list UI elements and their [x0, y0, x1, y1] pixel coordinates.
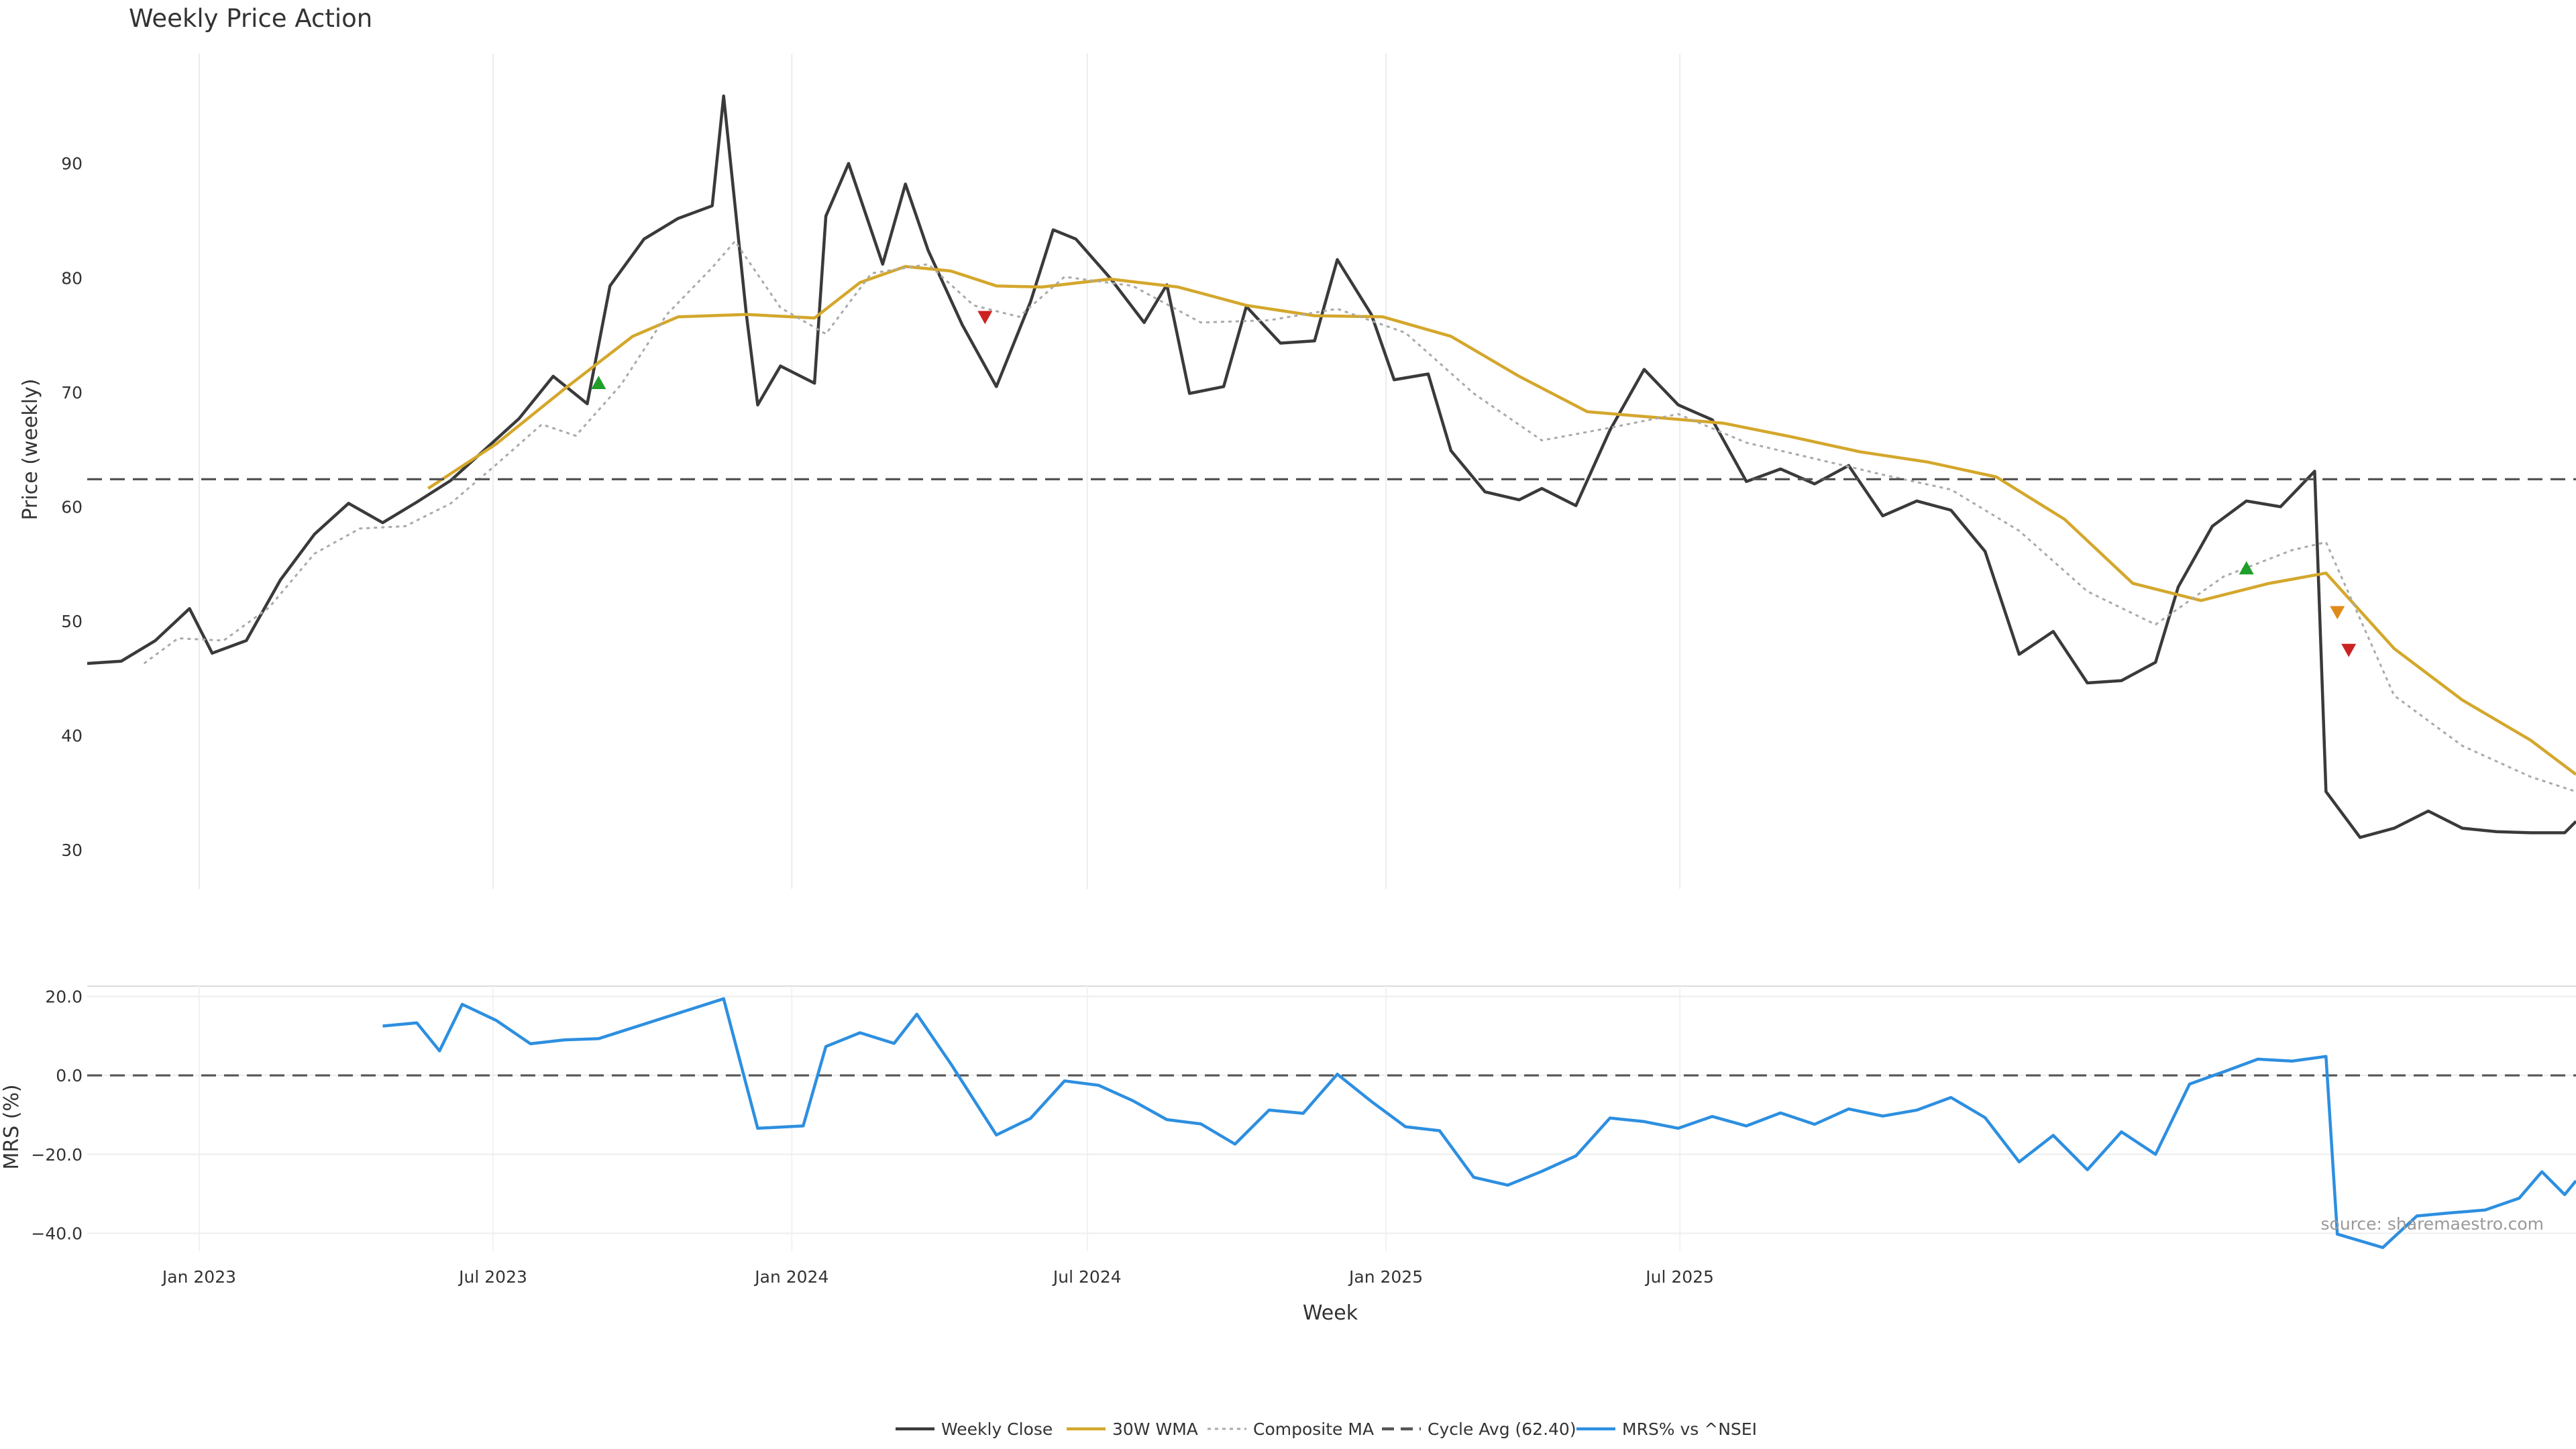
legend-label: Weekly Close — [941, 1419, 1053, 1439]
series-1-line — [427, 264, 2576, 776]
mrs-y-tick-label: 20.0 — [45, 987, 83, 1006]
legend-item: 30W WMA — [1067, 1419, 1198, 1439]
buy-signal-marker — [591, 376, 606, 389]
price-y-tick-label: 30 — [61, 841, 83, 860]
mrs-y-tick-label: −20.0 — [31, 1145, 83, 1165]
legend-item: Weekly Close — [896, 1419, 1053, 1439]
x-tick-label: Jan 2025 — [1348, 1267, 1423, 1287]
mrs-y-tick-label: −40.0 — [31, 1224, 83, 1244]
mrs-line — [382, 997, 2576, 1249]
price-series — [87, 94, 2576, 839]
legend: Weekly Close 30W WMA Composite MA Cycle Avg… — [896, 1419, 1757, 1439]
price-y-tick-label: 70 — [61, 383, 83, 402]
mrs-y-ticks: 20.0 0.0 −20.0 −40.0 — [31, 987, 83, 1243]
legend-item: Composite MA — [1208, 1419, 1374, 1439]
buy-signal-marker — [2239, 561, 2254, 575]
mrs-series — [382, 997, 2576, 1249]
price-y-ticks: 30 40 50 60 70 80 90 — [61, 154, 83, 860]
price-y-tick-label: 90 — [61, 154, 83, 174]
x-tick-label: Jul 2023 — [458, 1267, 527, 1287]
mrs-y-tick-label: 0.0 — [56, 1066, 83, 1085]
sell-signal-marker — [977, 311, 993, 325]
price-y-tick-label: 40 — [61, 726, 83, 745]
series-2-line — [143, 240, 2576, 793]
price-gridlines — [198, 54, 1681, 889]
x-tick-label: Jan 2023 — [161, 1267, 236, 1287]
price-y-tick-label: 80 — [61, 268, 83, 288]
x-tick-label: Jan 2024 — [753, 1267, 828, 1287]
price-panel: 30 40 50 60 70 80 90 Price (weekly) — [19, 54, 2576, 889]
series-0-line — [87, 94, 2576, 839]
legend-label: Cycle Avg (62.40) — [1428, 1419, 1576, 1439]
legend-label: 30W WMA — [1112, 1419, 1198, 1439]
legend-item: MRS% vs ^NSEI — [1576, 1419, 1757, 1439]
legend-label: MRS% vs ^NSEI — [1622, 1419, 1757, 1439]
signal-markers — [591, 311, 2357, 657]
legend-label: Composite MA — [1253, 1419, 1374, 1439]
legend-item: Cycle Avg (62.40) — [1382, 1419, 1576, 1439]
x-axis-label: Week — [1303, 1301, 1358, 1325]
mrs-gridlines — [87, 986, 2576, 1251]
x-axis-ticks: Jan 2023 Jul 2023 Jan 2024 Jul 2024 Jan 2025… — [161, 1267, 1714, 1287]
source-annotation: source: sharemaestro.com — [2321, 1214, 2544, 1234]
mrs-y-axis-label: MRS (%) — [0, 1084, 23, 1169]
sell-signal-marker — [2341, 643, 2357, 657]
chart-title: Weekly Price Action — [129, 4, 372, 33]
price-y-tick-label: 50 — [61, 612, 83, 631]
mrs-panel: 20.0 0.0 −20.0 −40.0 MRS (%) source: sharem… — [0, 985, 2576, 1251]
price-y-tick-label: 60 — [61, 497, 83, 517]
sell-signal-marker — [2330, 606, 2345, 620]
x-tick-label: Jul 2025 — [1644, 1267, 1714, 1287]
price-y-axis-label: Price (weekly) — [19, 378, 42, 520]
x-tick-label: Jul 2024 — [1052, 1267, 1122, 1287]
